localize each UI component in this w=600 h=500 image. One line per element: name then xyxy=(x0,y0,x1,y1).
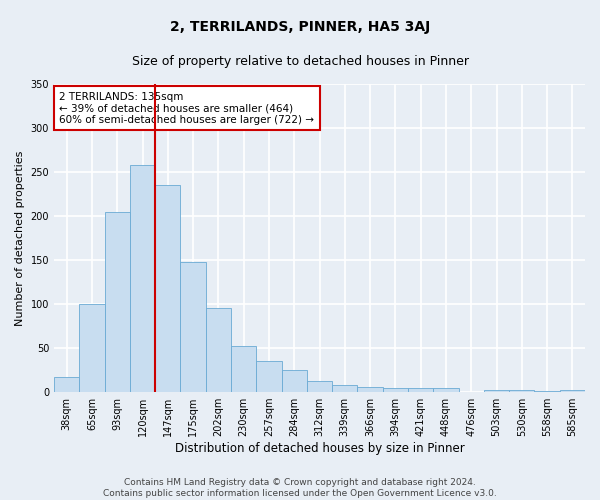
Bar xyxy=(383,388,408,392)
Text: Size of property relative to detached houses in Pinner: Size of property relative to detached ho… xyxy=(131,55,469,68)
Bar xyxy=(560,390,585,392)
Bar xyxy=(509,390,535,392)
Text: 2, TERRILANDS, PINNER, HA5 3AJ: 2, TERRILANDS, PINNER, HA5 3AJ xyxy=(170,20,430,34)
Bar xyxy=(433,388,458,392)
Bar xyxy=(130,165,155,392)
Bar xyxy=(54,377,79,392)
Bar xyxy=(155,185,181,392)
Text: 2 TERRILANDS: 135sqm
← 39% of detached houses are smaller (464)
60% of semi-deta: 2 TERRILANDS: 135sqm ← 39% of detached h… xyxy=(59,92,314,125)
Bar xyxy=(535,391,560,392)
Text: Contains HM Land Registry data © Crown copyright and database right 2024.
Contai: Contains HM Land Registry data © Crown c… xyxy=(103,478,497,498)
Bar xyxy=(256,362,281,392)
Bar xyxy=(79,304,104,392)
Bar xyxy=(231,346,256,392)
Y-axis label: Number of detached properties: Number of detached properties xyxy=(15,150,25,326)
Bar xyxy=(307,380,332,392)
X-axis label: Distribution of detached houses by size in Pinner: Distribution of detached houses by size … xyxy=(175,442,464,455)
Bar xyxy=(408,388,433,392)
Bar xyxy=(484,390,509,392)
Bar xyxy=(281,370,307,392)
Bar xyxy=(358,387,383,392)
Bar xyxy=(332,385,358,392)
Bar xyxy=(181,262,206,392)
Bar xyxy=(206,308,231,392)
Bar xyxy=(104,212,130,392)
